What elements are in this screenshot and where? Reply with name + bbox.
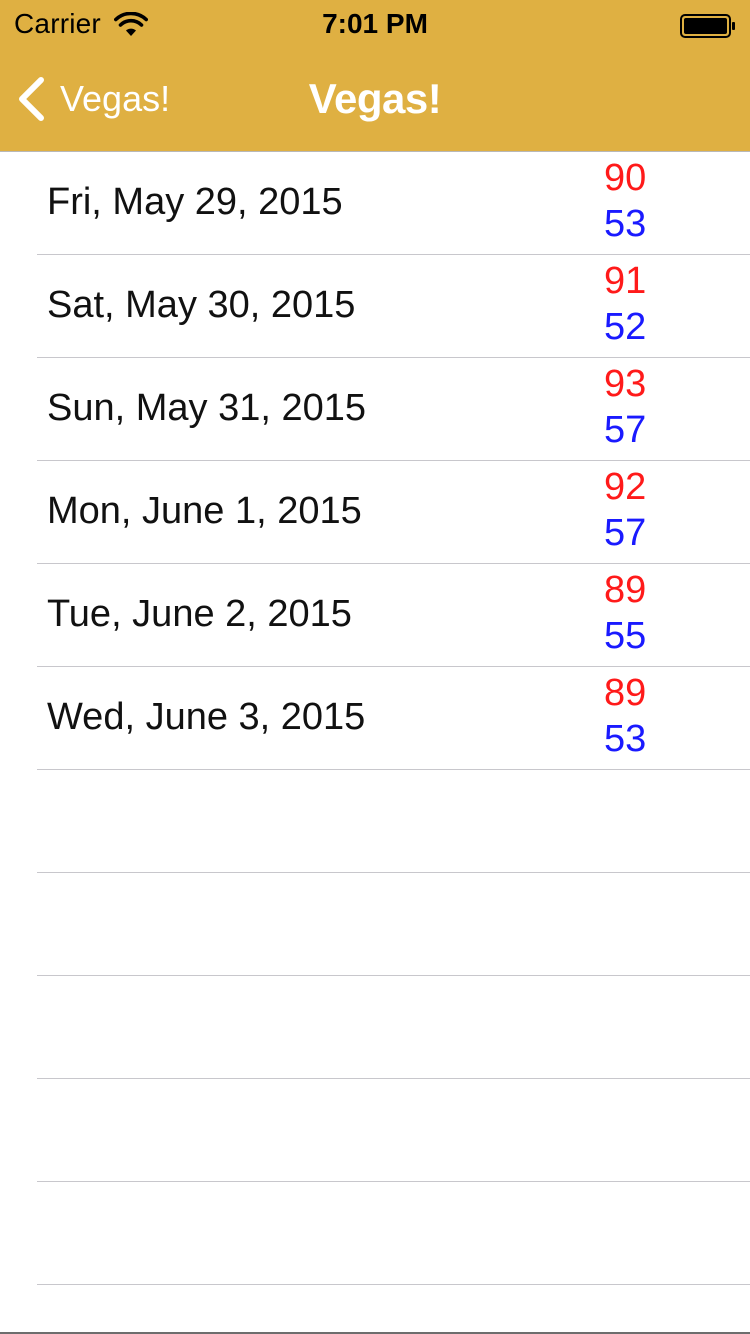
bottom-edge: [0, 1332, 750, 1334]
row-separator: [37, 563, 750, 564]
forecast-row[interactable]: Mon, June 1, 2015 92 57: [0, 461, 750, 564]
row-separator: [37, 872, 750, 873]
forecast-row[interactable]: Sun, May 31, 2015 93 57: [0, 358, 750, 461]
low-temperature: 57: [604, 512, 647, 554]
empty-row: [0, 873, 750, 976]
forecast-date: Mon, June 1, 2015: [47, 490, 362, 532]
empty-row: [0, 770, 750, 873]
high-temperature: 89: [604, 569, 647, 611]
low-temperature: 55: [604, 615, 647, 657]
forecast-date: Wed, June 3, 2015: [47, 696, 366, 738]
status-bar: Carrier 7:01 PM: [0, 0, 750, 52]
forecast-row[interactable]: Wed, June 3, 2015 89 53: [0, 667, 750, 770]
status-time: 7:01 PM: [322, 8, 428, 39]
low-temperature: 57: [604, 409, 647, 451]
empty-row: [0, 976, 750, 1079]
row-separator: [37, 975, 750, 976]
page-title: Vegas!: [308, 75, 442, 122]
low-temperature: 53: [604, 203, 647, 245]
wifi-icon: [114, 12, 148, 36]
forecast-row[interactable]: Fri, May 29, 2015 90 53: [0, 152, 750, 255]
row-separator: [37, 254, 750, 255]
low-temperature: 52: [604, 306, 647, 348]
high-temperature: 89: [604, 672, 647, 714]
row-separator: [37, 357, 750, 358]
battery-icon: [680, 14, 735, 38]
low-temperature: 53: [604, 718, 647, 760]
back-button[interactable]: Vegas!: [14, 74, 170, 124]
carrier-label: Carrier: [14, 8, 101, 39]
row-separator: [37, 1284, 750, 1285]
high-temperature: 90: [604, 157, 647, 199]
high-temperature: 92: [604, 466, 647, 508]
row-separator: [37, 460, 750, 461]
forecast-date: Sat, May 30, 2015: [47, 284, 356, 326]
row-separator: [37, 1078, 750, 1079]
forecast-row[interactable]: Sat, May 30, 2015 91 52: [0, 255, 750, 358]
header-divider: [0, 151, 750, 152]
chevron-left-icon: [19, 77, 44, 121]
forecast-date: Tue, June 2, 2015: [47, 593, 352, 635]
row-separator: [37, 1181, 750, 1182]
empty-row: [0, 1079, 750, 1182]
high-temperature: 93: [604, 363, 647, 405]
row-separator: [37, 666, 750, 667]
navigation-bar: Vegas! Vegas!: [0, 52, 750, 152]
forecast-date: Fri, May 29, 2015: [47, 181, 343, 223]
row-separator: [37, 769, 750, 770]
forecast-row[interactable]: Tue, June 2, 2015 89 55: [0, 564, 750, 667]
empty-row: [0, 1182, 750, 1285]
header: Carrier 7:01 PM Vegas! Vegas!: [0, 0, 750, 152]
forecast-table[interactable]: Fri, May 29, 2015 90 53 Sat, May 30, 201…: [0, 152, 750, 1334]
forecast-date: Sun, May 31, 2015: [47, 387, 366, 429]
high-temperature: 91: [604, 260, 647, 302]
back-button-label: Vegas!: [60, 78, 171, 119]
